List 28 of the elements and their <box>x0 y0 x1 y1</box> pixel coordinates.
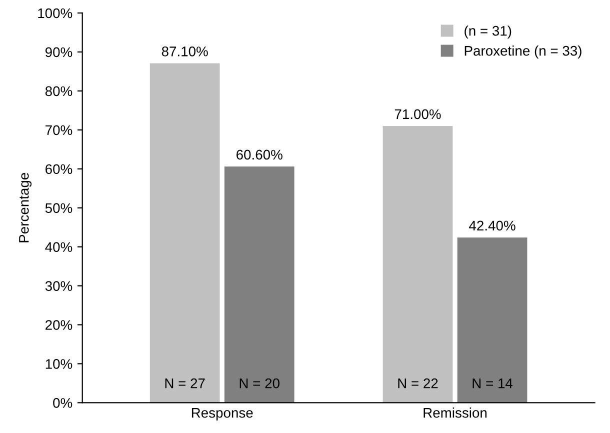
annotation: N = 27 <box>165 378 205 388</box>
legend-label: (n = 31) <box>464 26 512 39</box>
y-tick-label: 40% <box>45 242 72 252</box>
y-tick-label: 0% <box>53 398 72 408</box>
legend-label: Paroxetine (n = 33) <box>464 46 582 58</box>
x-tick-label: Remission <box>424 408 487 418</box>
bar <box>382 126 453 403</box>
data-label: 87.10% <box>162 46 208 56</box>
data-label: 60.60% <box>236 150 282 160</box>
y-tick-label: 60% <box>46 164 72 174</box>
y-tick-label: 20% <box>46 320 72 330</box>
y-axis-title: Percentage <box>19 172 32 242</box>
data-label: 42.40% <box>469 220 516 231</box>
y-tick-label: 10% <box>46 359 72 369</box>
annotation: N = 22 <box>398 378 438 388</box>
y-tick-label: 90% <box>45 47 72 58</box>
y-tick-label: 70% <box>46 125 72 136</box>
bar <box>150 63 220 403</box>
y-tick-label: 50% <box>45 203 72 214</box>
y-tick-label: 100% <box>38 8 72 18</box>
bar <box>457 237 528 403</box>
x-tick-label: Response <box>192 408 253 420</box>
annotation: N = 14 <box>472 378 513 388</box>
y-tick-label: 30% <box>45 281 72 291</box>
annotation: N = 20 <box>240 378 280 388</box>
y-tick-label: 80% <box>45 86 72 96</box>
bar <box>224 166 294 403</box>
data-label: 71.00% <box>394 109 441 120</box>
